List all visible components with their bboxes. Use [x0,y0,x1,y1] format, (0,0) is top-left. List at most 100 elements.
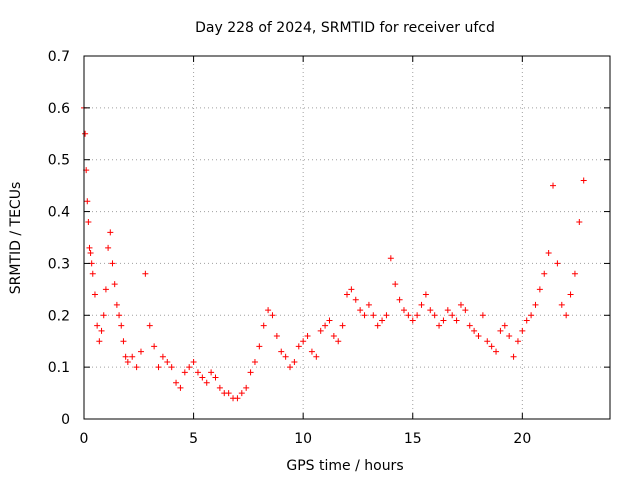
y-tick-label: 0.2 [48,308,70,324]
data-point [234,395,241,402]
data-point [87,250,94,257]
data-point [199,374,206,381]
data-point [105,244,112,251]
data-point [243,384,250,391]
data-point [488,343,495,350]
data-point [113,301,120,308]
data-point [335,338,342,345]
axis-ticks [83,55,610,420]
data-point [238,390,245,397]
data-point [576,218,583,225]
data-point [466,322,473,329]
data-point [111,281,118,288]
data-point [212,374,219,381]
data-point [361,312,368,319]
data-point [484,338,491,345]
data-point [109,260,116,267]
data-point [400,307,407,314]
y-tick-label: 0.3 [48,256,70,272]
data-point [418,301,425,308]
data-point [479,312,486,319]
data-point [471,327,478,334]
data-point [444,307,451,314]
data-point [506,333,513,340]
data-point [427,307,434,314]
data-point [493,348,500,355]
data-point [317,327,324,334]
data-point [510,353,517,360]
data-point [558,301,565,308]
x-tick-label: 10 [294,431,312,447]
data-point [348,286,355,293]
data-point [265,307,272,314]
data-point [414,312,421,319]
data-point [563,312,570,319]
data-point [269,312,276,319]
data-point [82,130,89,137]
data-point [541,270,548,277]
data-point [300,338,307,345]
y-tick-label: 0.1 [48,360,70,376]
data-point [523,317,530,324]
data-point [365,301,372,308]
data-point [409,317,416,324]
data-point [85,218,92,225]
data-point [137,348,144,355]
data-point [370,312,377,319]
data-point [247,369,254,376]
data-point [273,333,280,340]
data-point [155,364,162,371]
data-point [151,343,158,350]
y-tick-label: 0.5 [48,153,70,169]
data-point [142,270,149,277]
data-point [107,229,114,236]
data-point [120,338,127,345]
data-point [89,270,96,277]
data-point [383,312,390,319]
data-series-srmtid [81,104,587,402]
x-tick-label: 0 [80,431,89,447]
y-tick-label: 0.4 [48,205,70,221]
data-point [190,358,197,365]
data-point [387,255,394,262]
data-point [545,250,552,257]
data-point [536,286,543,293]
data-point [475,333,482,340]
data-point [118,322,125,329]
data-point [322,322,329,329]
y-axis-label: SRMTID / TECUs [8,182,24,295]
data-point [449,312,456,319]
grid-layer [84,56,610,419]
data-point [291,358,298,365]
data-point [339,322,346,329]
data-point [462,307,469,314]
data-point [129,353,136,360]
data-point [256,343,263,350]
data-point [550,182,557,189]
data-point [457,301,464,308]
tick-labels: 0 0.1 0.2 0.3 0.4 0.5 0.6 0.7 0 5 10 15 20 [48,49,532,447]
data-point [278,348,285,355]
data-point [453,317,460,324]
data-point [287,364,294,371]
data-point [84,198,91,205]
data-point [94,322,101,329]
y-tick-label: 0 [61,412,70,428]
data-point [122,353,129,360]
data-point [580,177,587,184]
data-point [91,291,98,298]
x-axis-label: GPS time / hours [286,458,403,474]
data-point [514,338,521,345]
data-point [216,384,223,391]
chart-title: Day 228 of 2024, SRMTID for receiver ufc… [195,20,495,36]
data-point [431,312,438,319]
data-point [164,358,171,365]
data-point [173,379,180,386]
data-point [313,353,320,360]
data-point [374,322,381,329]
data-point [124,358,131,365]
data-point [326,317,333,324]
data-point [98,327,105,334]
data-point [352,296,359,303]
